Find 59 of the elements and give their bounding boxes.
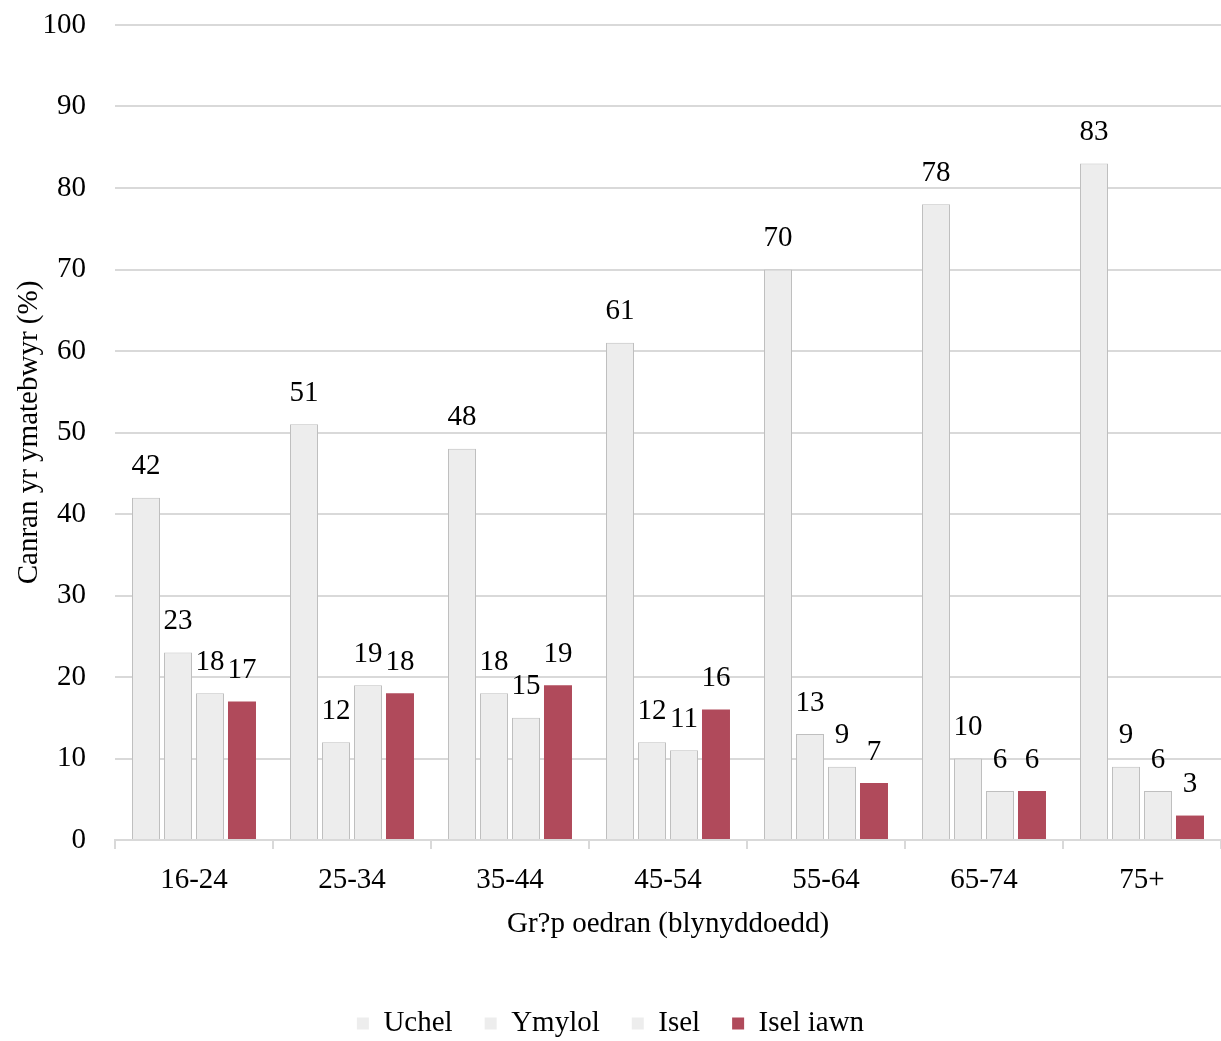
data-label: 70 xyxy=(763,220,793,253)
data-label: 7 xyxy=(866,733,882,766)
data-label: 10 xyxy=(953,709,983,742)
data-label: 3 xyxy=(1182,766,1198,799)
y-tick-label: 80 xyxy=(57,169,86,202)
y-tick-label: 20 xyxy=(57,658,86,691)
data-label: 6 xyxy=(1150,741,1166,774)
y-tick-label: 0 xyxy=(71,821,86,854)
y-tick-label: 90 xyxy=(57,88,86,121)
x-tick-label: 35-44 xyxy=(476,862,545,895)
y-axis-title: Canran yr ymatebwyr (%) xyxy=(11,280,45,585)
data-label: 17 xyxy=(227,652,257,685)
x-axis-title: Gr?p oedran (blynyddoedd) xyxy=(506,906,830,940)
x-tick-label: 55-64 xyxy=(792,862,861,895)
data-label: 11 xyxy=(670,700,698,733)
bar xyxy=(860,782,888,839)
bar xyxy=(1018,791,1046,839)
legend-label: Uchel xyxy=(383,1005,453,1038)
legend-label: Isel xyxy=(658,1005,701,1038)
data-label: 16 xyxy=(701,660,731,693)
data-label: 18 xyxy=(195,643,225,676)
data-label: 78 xyxy=(921,154,951,187)
bar xyxy=(702,709,730,839)
data-label: 9 xyxy=(834,717,850,750)
x-tick-label: 65-74 xyxy=(950,862,1019,895)
data-label: 23 xyxy=(163,603,193,636)
data-label: 18 xyxy=(385,643,415,676)
y-tick-label: 60 xyxy=(57,332,86,365)
y-tick-label: 10 xyxy=(57,740,86,773)
data-label: 15 xyxy=(511,668,541,701)
bar xyxy=(228,701,256,839)
x-tick-label: 75+ xyxy=(1119,862,1165,895)
data-label: 83 xyxy=(1079,114,1109,147)
data-label: 48 xyxy=(447,399,477,432)
data-label: 19 xyxy=(543,635,573,668)
data-label: 42 xyxy=(131,448,161,481)
x-tick-label: 45-54 xyxy=(634,862,703,895)
data-label: 13 xyxy=(795,684,825,717)
y-tick-label: 100 xyxy=(42,6,86,39)
data-label: 6 xyxy=(1024,741,1040,774)
bar xyxy=(1175,815,1204,839)
data-label: 51 xyxy=(289,374,319,407)
legend-label: Ymylol xyxy=(511,1005,600,1038)
bar xyxy=(386,693,414,839)
data-label: 12 xyxy=(321,692,351,725)
legend-label: Isel iawn xyxy=(758,1005,865,1038)
data-label: 61 xyxy=(605,293,635,326)
x-tick-label: 16-24 xyxy=(160,862,229,895)
data-label: 19 xyxy=(353,635,383,668)
y-tick-label: 70 xyxy=(57,251,86,284)
y-tick-label: 30 xyxy=(57,577,86,610)
data-label: 6 xyxy=(992,741,1008,774)
x-tick-label: 25-34 xyxy=(318,862,387,895)
data-label: 9 xyxy=(1118,717,1134,750)
data-label: 18 xyxy=(479,643,509,676)
data-label: 12 xyxy=(637,692,667,725)
bar xyxy=(544,685,572,839)
y-tick-label: 40 xyxy=(57,495,86,528)
y-tick-label: 50 xyxy=(57,414,86,447)
